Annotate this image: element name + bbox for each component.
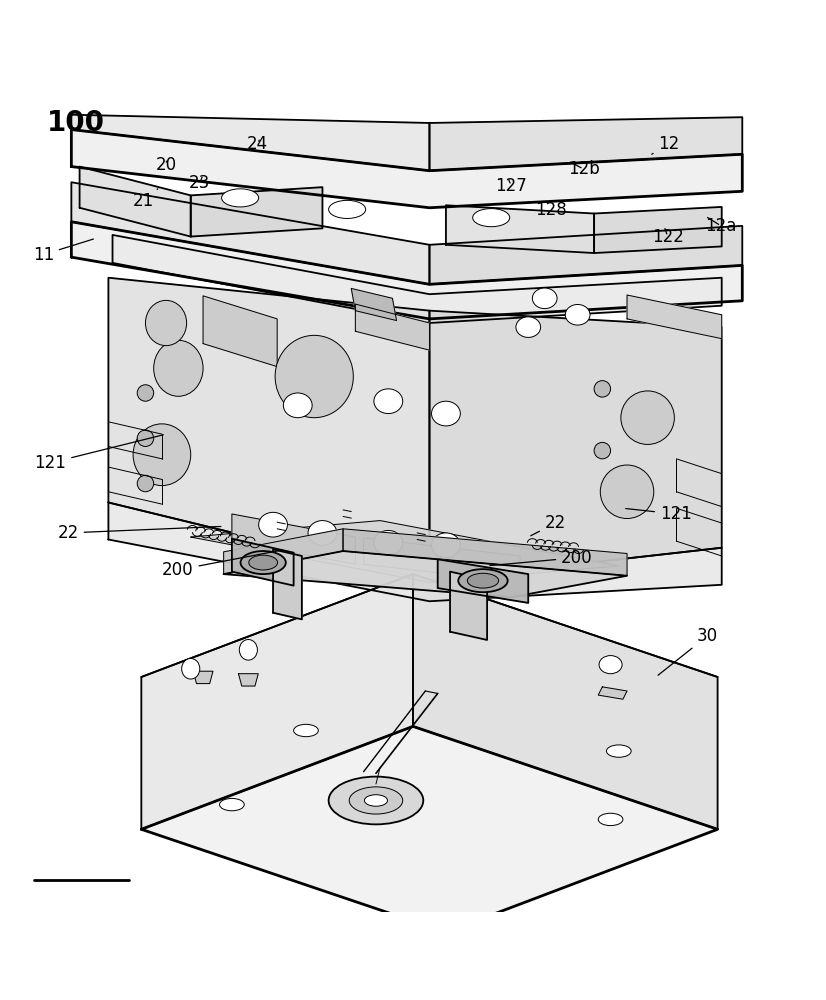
- Polygon shape: [141, 574, 413, 829]
- Polygon shape: [430, 117, 743, 171]
- Ellipse shape: [308, 521, 337, 545]
- Polygon shape: [446, 205, 594, 253]
- Polygon shape: [79, 167, 191, 237]
- Ellipse shape: [364, 795, 387, 806]
- Text: 200: 200: [162, 550, 282, 579]
- Ellipse shape: [329, 777, 423, 824]
- Ellipse shape: [137, 475, 154, 492]
- Text: 100: 100: [46, 109, 105, 137]
- Text: 22: 22: [531, 514, 566, 536]
- Ellipse shape: [565, 304, 590, 325]
- Ellipse shape: [431, 401, 460, 426]
- Ellipse shape: [137, 430, 154, 446]
- Text: 12b: 12b: [567, 160, 600, 178]
- Ellipse shape: [182, 658, 200, 679]
- Polygon shape: [273, 549, 301, 619]
- Ellipse shape: [606, 745, 631, 757]
- Polygon shape: [71, 182, 430, 284]
- Ellipse shape: [293, 724, 318, 737]
- Polygon shape: [203, 296, 278, 367]
- Text: 127: 127: [496, 177, 527, 195]
- Text: 121: 121: [35, 435, 164, 472]
- Ellipse shape: [145, 300, 187, 346]
- Ellipse shape: [133, 424, 191, 486]
- Ellipse shape: [374, 389, 403, 414]
- Polygon shape: [191, 521, 619, 582]
- Text: 22: 22: [57, 524, 221, 542]
- Polygon shape: [224, 551, 627, 597]
- Ellipse shape: [601, 465, 654, 519]
- Text: 21: 21: [133, 189, 158, 210]
- Ellipse shape: [259, 512, 287, 537]
- Polygon shape: [112, 235, 722, 323]
- Ellipse shape: [458, 569, 508, 592]
- Text: 12a: 12a: [705, 217, 737, 235]
- Ellipse shape: [137, 385, 154, 401]
- Polygon shape: [108, 278, 430, 581]
- Polygon shape: [239, 674, 259, 686]
- Ellipse shape: [221, 189, 259, 207]
- Ellipse shape: [374, 530, 403, 555]
- Polygon shape: [430, 226, 743, 284]
- Text: 30: 30: [658, 627, 718, 675]
- Polygon shape: [430, 311, 722, 581]
- Polygon shape: [594, 207, 722, 253]
- Polygon shape: [598, 687, 627, 699]
- Text: 121: 121: [625, 505, 692, 523]
- Polygon shape: [191, 187, 322, 237]
- Polygon shape: [413, 574, 718, 829]
- Ellipse shape: [472, 209, 510, 227]
- Ellipse shape: [275, 335, 354, 418]
- Ellipse shape: [468, 573, 499, 588]
- Polygon shape: [193, 671, 213, 684]
- Polygon shape: [450, 572, 487, 640]
- Polygon shape: [232, 539, 293, 586]
- Polygon shape: [363, 538, 520, 582]
- Polygon shape: [71, 130, 743, 208]
- Ellipse shape: [240, 640, 258, 660]
- Polygon shape: [232, 514, 355, 564]
- Ellipse shape: [594, 442, 610, 459]
- Polygon shape: [355, 304, 430, 350]
- Polygon shape: [71, 115, 430, 171]
- Polygon shape: [108, 502, 722, 601]
- Text: 12: 12: [652, 135, 680, 154]
- Ellipse shape: [220, 798, 244, 811]
- Ellipse shape: [621, 391, 674, 444]
- Text: 20: 20: [156, 156, 178, 174]
- Ellipse shape: [516, 317, 540, 337]
- Text: 122: 122: [652, 228, 684, 246]
- Polygon shape: [141, 726, 718, 932]
- Polygon shape: [224, 529, 343, 574]
- Ellipse shape: [599, 656, 622, 674]
- Polygon shape: [438, 559, 529, 603]
- Text: 200: 200: [490, 549, 593, 567]
- Polygon shape: [71, 222, 743, 319]
- Ellipse shape: [431, 533, 460, 558]
- Text: 11: 11: [33, 239, 93, 264]
- Ellipse shape: [240, 551, 286, 574]
- Text: 23: 23: [189, 174, 211, 192]
- Ellipse shape: [594, 381, 610, 397]
- Ellipse shape: [598, 813, 623, 826]
- Text: 24: 24: [247, 135, 268, 153]
- Ellipse shape: [349, 787, 403, 814]
- Text: 128: 128: [529, 201, 567, 219]
- Polygon shape: [351, 288, 396, 321]
- Ellipse shape: [533, 288, 557, 309]
- Ellipse shape: [249, 555, 278, 570]
- Ellipse shape: [283, 393, 312, 418]
- Polygon shape: [343, 529, 627, 576]
- Ellipse shape: [154, 340, 203, 396]
- Polygon shape: [627, 295, 722, 339]
- Ellipse shape: [329, 200, 366, 218]
